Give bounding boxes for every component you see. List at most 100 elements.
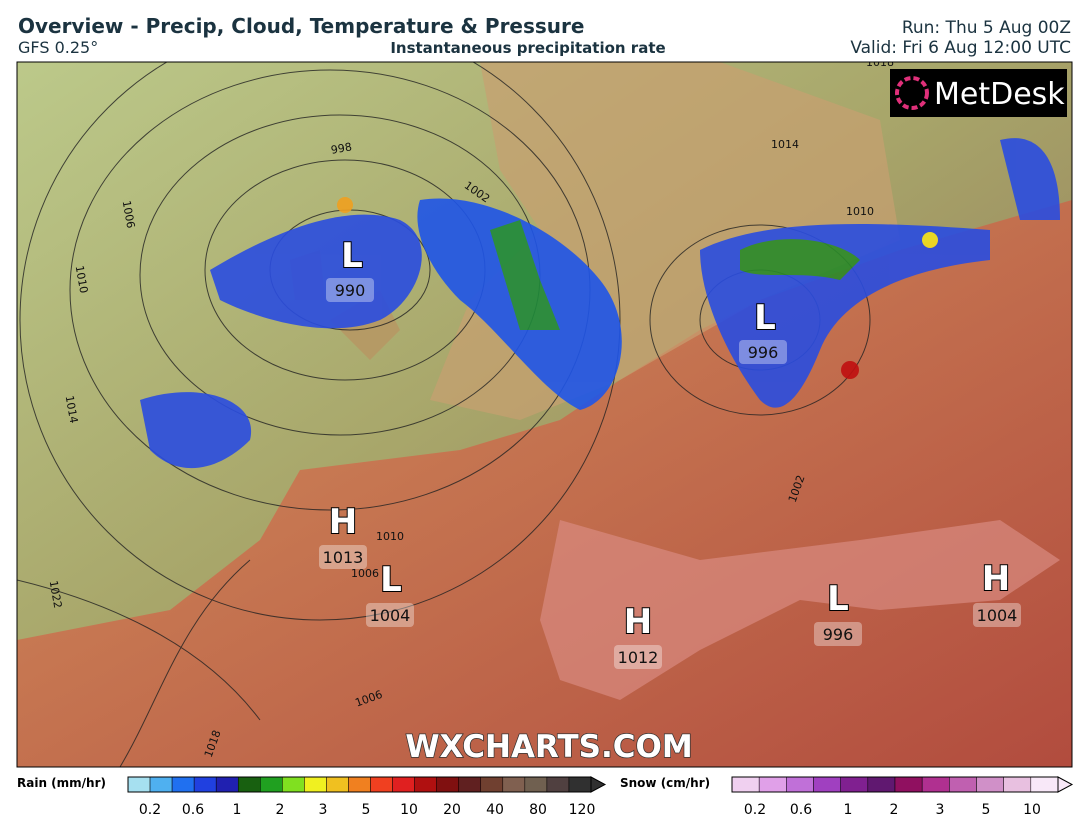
- colorbar-tick: 120: [569, 802, 596, 818]
- colorbar-swatch: [215, 776, 239, 793]
- colorbar-tick: 10: [400, 802, 418, 818]
- colorbar-swatch: [237, 776, 261, 793]
- center-letter: H: [329, 502, 357, 542]
- logo-icon: [895, 76, 929, 110]
- colorbar-swatch: [193, 776, 217, 793]
- colorbar-swatch: [840, 776, 869, 793]
- colorbar-tick: 2: [276, 802, 285, 818]
- isobar-label: 1006: [120, 199, 138, 229]
- center-value: 1012: [618, 648, 659, 667]
- center-letter: L: [380, 560, 402, 600]
- center-value-box: [326, 278, 374, 302]
- center-value-box: [319, 545, 367, 569]
- center-letter: H: [982, 559, 1010, 599]
- center-value: 1004: [370, 606, 411, 625]
- colorbar-swatch: [921, 776, 950, 793]
- colorbar-swatch: [731, 776, 760, 793]
- isobar-label: 1014: [771, 138, 799, 151]
- colorbar-tick: 1: [844, 802, 853, 818]
- colorbar-swatch: [304, 776, 327, 793]
- center-value: 996: [748, 343, 779, 362]
- center-value-box: [614, 645, 662, 669]
- run-time: Run: Thu 5 Aug 00Z: [902, 18, 1071, 38]
- center-value-box: [814, 622, 862, 646]
- map: MetDesk WXCHARTS.COM L 990 L 996 H 1013 L 1004 H…: [17, 56, 1072, 767]
- colorbar-tick: 3: [319, 802, 328, 818]
- colorbar-swatch: [502, 776, 526, 793]
- center-value: 1004: [977, 606, 1018, 625]
- model: GFS 0.25°: [18, 38, 98, 57]
- colorbar-swatch: [867, 776, 896, 793]
- subtitle: Instantaneous precipitation rate: [390, 39, 665, 57]
- colorbar-tick: 0.2: [744, 802, 766, 818]
- isobar-label: 1018: [866, 56, 894, 69]
- colorbar-swatch: [894, 776, 923, 793]
- colorbar-swatch: [282, 776, 305, 793]
- colorbar-tick: 5: [982, 802, 991, 818]
- colorbar-swatch: [546, 776, 570, 793]
- colorbar-swatch: [480, 776, 504, 793]
- colorbar-tick: 2: [890, 802, 899, 818]
- colorbar-swatch: [949, 776, 977, 793]
- colorbar-swatch: [392, 776, 415, 793]
- legends: 0.2 0.6 1 2 3 5 10 20 40 80 120 0.2 0.6 1 2 3 5 10: [127, 776, 1074, 818]
- colorbar-tick: 0.6: [790, 802, 812, 818]
- colorbar-tick: 0.6: [182, 802, 204, 818]
- colorbar-swatch: [568, 776, 592, 793]
- isobar-label: 1022: [47, 579, 65, 609]
- colorbar-swatch: [171, 776, 195, 793]
- colorbar-tick: 3: [936, 802, 945, 818]
- colorbar-tick: 10: [1023, 802, 1041, 818]
- colorbar-swatch: [260, 776, 283, 793]
- center-letter: L: [754, 298, 776, 338]
- colorbar-swatch: [1030, 776, 1059, 793]
- colorbar-swatch: [436, 776, 459, 793]
- colorbar-swatch: [414, 776, 437, 793]
- center-value-box: [973, 603, 1021, 627]
- colorbar-swatch: [149, 776, 173, 793]
- valid-time: Valid: Fri 6 Aug 12:00 UTC: [850, 38, 1071, 58]
- isobar-label: 1010: [846, 205, 874, 218]
- center-letter: H: [624, 602, 652, 642]
- logo-box: [890, 69, 1067, 117]
- center-value-box: [739, 340, 787, 364]
- colorbar-frame: [127, 776, 592, 793]
- sea-mediterranean: [540, 520, 1060, 700]
- isobar-label: 1014: [63, 394, 81, 424]
- colorbar-tick: 5: [362, 802, 371, 818]
- center-value: 990: [335, 281, 366, 300]
- colorbar-tick: 80: [529, 802, 547, 818]
- center-letter: L: [827, 579, 849, 619]
- colorbar-tick: 1: [233, 802, 242, 818]
- colorbar-swatch: [370, 776, 393, 793]
- colorbar-swatch: [976, 776, 1004, 793]
- center-value: 1013: [323, 548, 364, 567]
- colorbar-swatch: [127, 776, 151, 793]
- isobar-label: 1010: [376, 530, 404, 543]
- watermark: WXCHARTS.COM: [405, 729, 692, 765]
- isobar-label: 1010: [73, 264, 91, 294]
- colorbar-tick: 40: [486, 802, 504, 818]
- center-letter: L: [341, 236, 363, 276]
- map-frame: [16, 61, 1073, 768]
- colorbar-swatch: [326, 776, 349, 793]
- colorbar-swatch: [758, 776, 787, 793]
- colorbar-frame: [731, 776, 1059, 793]
- colorbar-arrow: [590, 776, 607, 793]
- rain-legend-title: Rain (mm/hr): [17, 776, 106, 790]
- colorbar-arrow: [1057, 776, 1074, 793]
- pressure-centers: L 990 L 996 H 1013 L 1004 H 1012 L 996 H 1004: [319, 235, 1021, 669]
- colorbar-tick: 20: [443, 802, 461, 818]
- title: Overview - Precip, Cloud, Temperature & …: [18, 14, 584, 38]
- isobar-label: 1006: [351, 567, 379, 580]
- colorbar-swatch: [813, 776, 841, 793]
- colorbar-swatch: [348, 776, 371, 793]
- colorbar-swatch: [458, 776, 482, 793]
- center-value-box: [366, 603, 414, 627]
- snow-legend-title: Snow (cm/hr): [620, 776, 710, 790]
- colorbar-swatch: [786, 776, 814, 793]
- logo-text: MetDesk: [934, 77, 1065, 112]
- center-value: 996: [823, 625, 854, 644]
- colorbar-tick: 0.2: [139, 802, 161, 818]
